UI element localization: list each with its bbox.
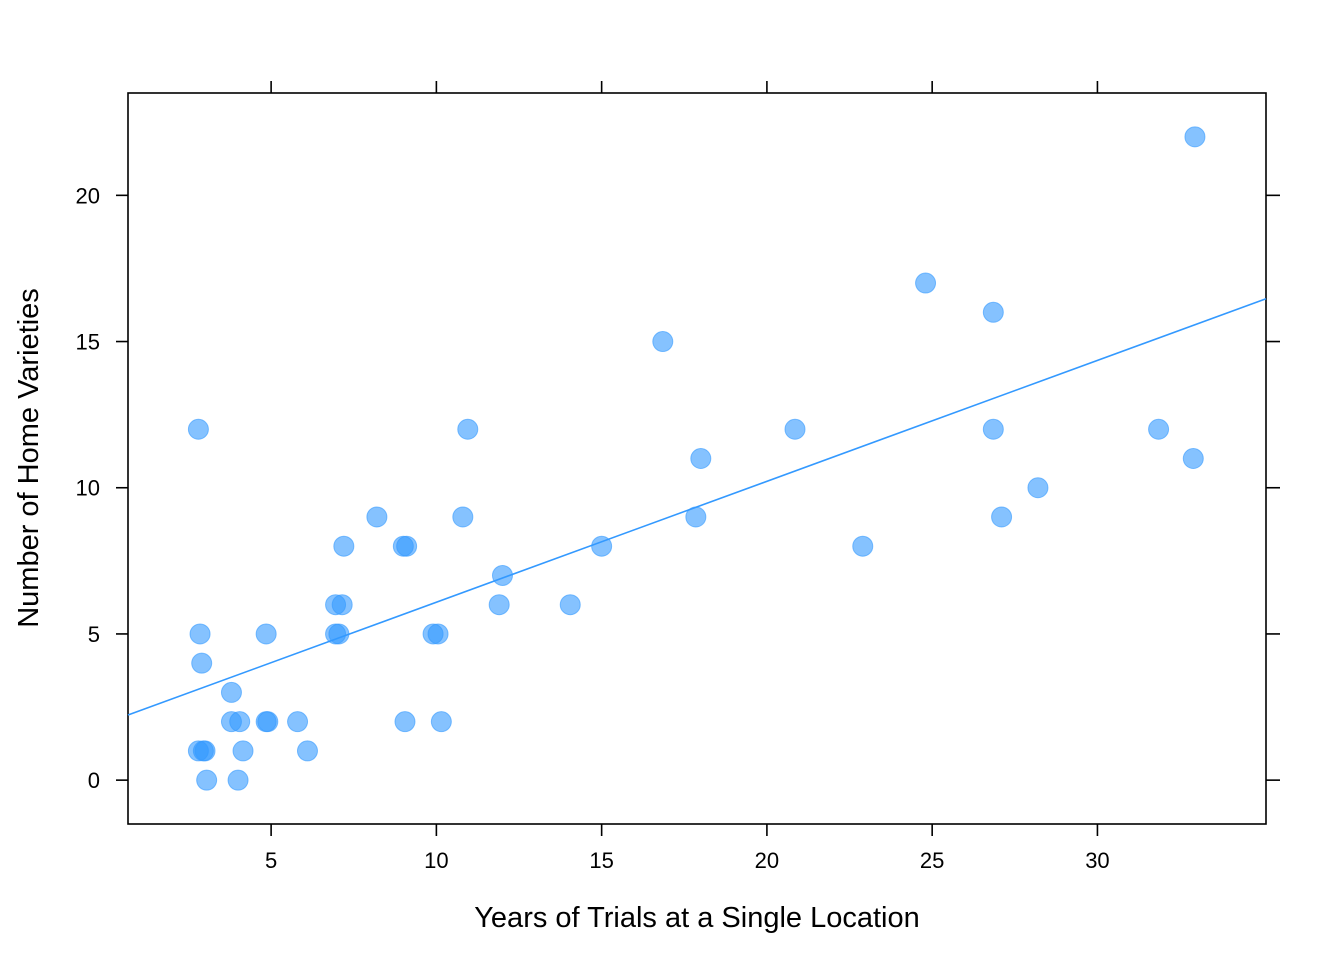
data-point xyxy=(559,594,581,616)
y-tick-label: 20 xyxy=(76,183,100,208)
data-point xyxy=(333,535,355,557)
y-tick-label: 10 xyxy=(76,476,100,501)
data-point xyxy=(982,301,1004,323)
plot-frame xyxy=(127,92,1267,825)
data-point xyxy=(287,711,309,733)
data-point xyxy=(491,564,513,586)
plot-area xyxy=(127,126,1267,791)
data-point xyxy=(189,623,211,645)
x-tick-label: 30 xyxy=(1085,848,1109,873)
data-point xyxy=(457,418,479,440)
data-point xyxy=(227,769,249,791)
axis-ticks: 5 10 15 20 25 30 0 5 10 15 20 xyxy=(76,81,1280,873)
x-tick-label: 25 xyxy=(920,848,944,873)
data-point xyxy=(690,448,712,469)
data-point xyxy=(196,769,218,791)
y-axis-title: Number of Home Varieties xyxy=(13,288,45,628)
data-point xyxy=(296,740,318,762)
data-point xyxy=(1148,418,1170,440)
data-point xyxy=(1182,448,1204,469)
data-point xyxy=(1027,477,1049,499)
data-point xyxy=(255,623,277,645)
data-point xyxy=(488,594,510,616)
y-tick-label: 0 xyxy=(88,768,100,793)
x-tick-label: 5 xyxy=(265,848,277,873)
data-point xyxy=(328,623,350,645)
data-point xyxy=(915,272,937,294)
data-point xyxy=(394,711,416,733)
data-point xyxy=(452,506,474,528)
x-tick-label: 20 xyxy=(755,848,779,873)
data-point xyxy=(191,652,213,674)
data-point xyxy=(232,740,254,762)
data-point xyxy=(982,418,1004,440)
data-point xyxy=(591,535,613,557)
data-point xyxy=(685,506,707,528)
data-point xyxy=(229,711,251,733)
x-tick-label: 10 xyxy=(424,848,448,873)
data-point xyxy=(366,506,388,528)
data-point xyxy=(396,535,418,557)
x-tick-label: 15 xyxy=(589,848,613,873)
y-tick-label: 15 xyxy=(76,330,100,355)
data-point xyxy=(652,331,674,353)
y-tick-label: 5 xyxy=(88,622,100,647)
data-point xyxy=(430,711,452,733)
data-point xyxy=(194,740,216,762)
data-point xyxy=(852,535,874,557)
data-point xyxy=(427,623,449,645)
data-point xyxy=(257,711,279,733)
data-point xyxy=(187,418,209,440)
data-point xyxy=(331,594,353,616)
data-point xyxy=(1184,126,1206,148)
data-point xyxy=(220,681,242,703)
data-point xyxy=(991,506,1013,528)
x-axis-title: Years of Trials at a Single Location xyxy=(474,902,919,934)
data-point xyxy=(784,418,806,440)
